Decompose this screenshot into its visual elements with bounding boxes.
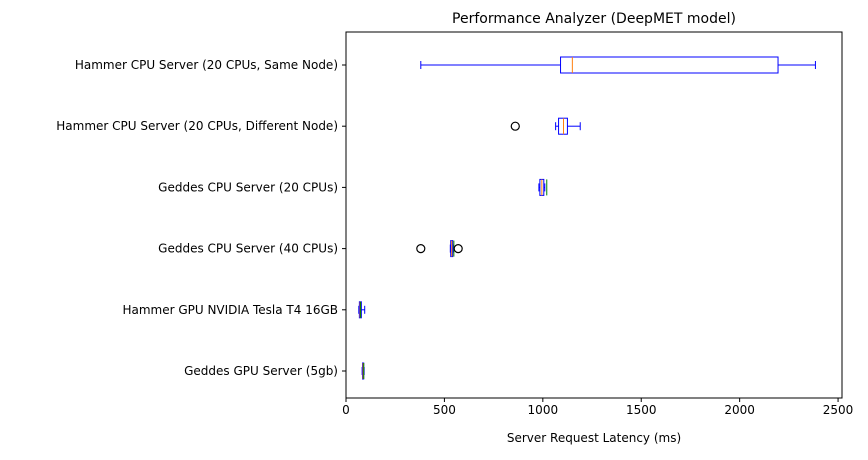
- y-tick-label: Hammer GPU NVIDIA Tesla T4 16GB: [122, 303, 338, 317]
- x-tick-label: 0: [342, 403, 350, 417]
- chart-title: Performance Analyzer (DeepMET model): [452, 11, 736, 27]
- flier-point: [453, 244, 463, 254]
- y-tick-label: Hammer CPU Server (20 CPUs, Same Node): [75, 58, 338, 72]
- plot-frame: [345, 31, 843, 399]
- x-tick-label: 500: [433, 403, 456, 417]
- x-tick-label: 1500: [626, 403, 657, 417]
- y-tick-label: Geddes GPU Server (5gb): [184, 364, 338, 378]
- x-tick-label: 2000: [724, 403, 755, 417]
- box-group: [420, 56, 816, 74]
- box-group: [358, 301, 366, 319]
- y-tick-label: Geddes CPU Server (40 CPUs): [158, 242, 338, 256]
- y-tick-label: Hammer CPU Server (20 CPUs, Different No…: [56, 119, 338, 133]
- flier-point: [510, 121, 520, 131]
- box-group: [416, 240, 463, 258]
- y-tick-label: Geddes CPU Server (20 CPUs): [158, 180, 338, 194]
- x-axis-ticks: 0 500 1000 1500 2000 2500: [342, 398, 853, 417]
- box-group: [510, 117, 581, 135]
- flier-point: [416, 244, 426, 254]
- x-tick-label: 1000: [528, 403, 559, 417]
- x-axis-label: Server Request Latency (ms): [507, 431, 681, 445]
- chart-marks: [358, 56, 816, 380]
- box: [560, 56, 779, 74]
- x-tick-label: 2500: [823, 403, 854, 417]
- box-group: [361, 362, 365, 380]
- box-group: [538, 178, 548, 196]
- y-axis-ticks: Hammer CPU Server (20 CPUs, Same Node) Ha…: [56, 58, 346, 378]
